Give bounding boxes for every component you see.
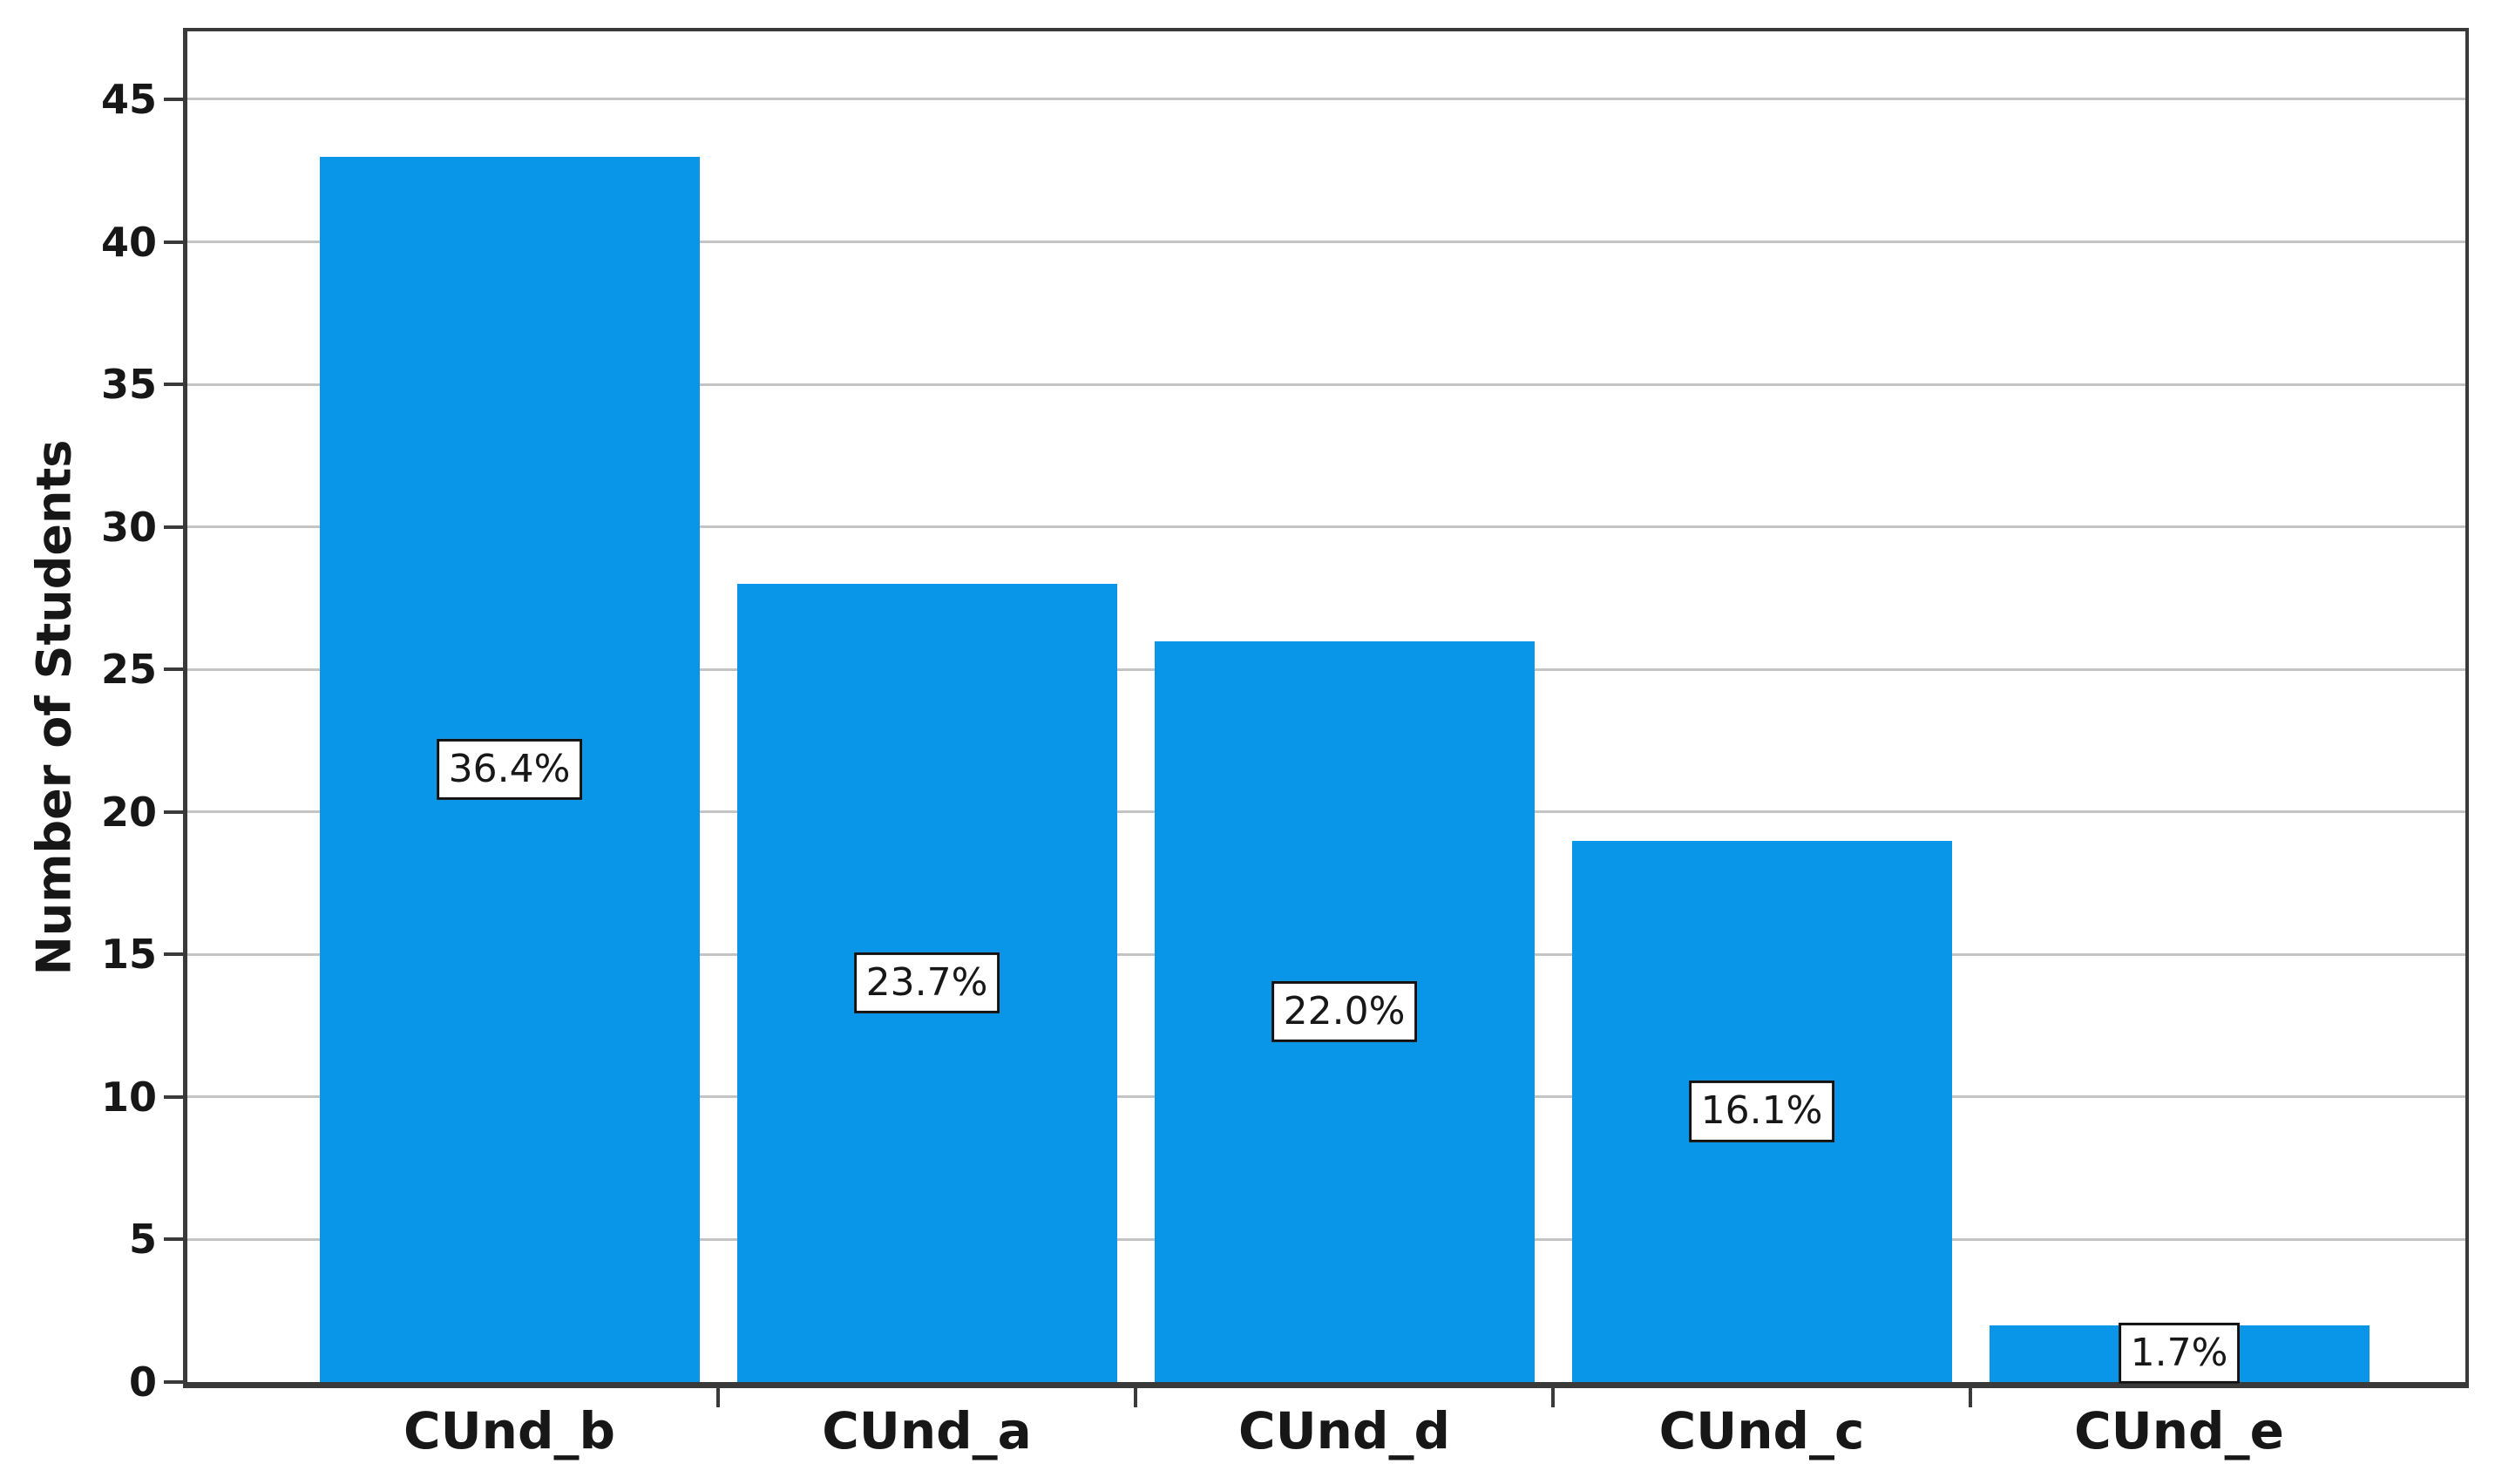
y-tick-mark <box>164 667 183 672</box>
y-tick-mark <box>164 810 183 814</box>
x-category-label: CUnd_a <box>822 1401 1032 1460</box>
y-tick-label: 40 <box>100 218 157 266</box>
y-tick-mark <box>164 1094 183 1099</box>
x-tick-mark <box>1551 1388 1555 1407</box>
x-category-label: CUnd_e <box>2074 1401 2284 1460</box>
y-tick-label: 25 <box>100 646 157 694</box>
bar-percent-label: 23.7% <box>853 952 1000 1014</box>
y-tick-mark <box>164 98 183 102</box>
bar-CUnd_d: 22.0% <box>1154 640 1535 1382</box>
x-category-label: CUnd_b <box>403 1401 615 1460</box>
gridline <box>187 240 2465 243</box>
bar-CUnd_a: 23.7% <box>736 584 1117 1382</box>
x-category-label: CUnd_c <box>1658 1401 1865 1460</box>
y-tick-label: 30 <box>100 503 157 551</box>
x-tick-mark <box>716 1388 720 1407</box>
bar-CUnd_b: 36.4% <box>319 156 700 1382</box>
bar-percent-label: 36.4% <box>436 738 583 801</box>
bar-percent-label: 1.7% <box>2118 1323 2241 1385</box>
plot-area: 36.4% 23.7% 22.0% 16.1% 1.7% <box>183 28 2469 1388</box>
y-tick-mark <box>164 1380 183 1384</box>
y-tick-label: 45 <box>100 76 157 124</box>
x-category-label: CUnd_d <box>1238 1401 1450 1460</box>
y-tick-label: 15 <box>100 931 157 979</box>
x-tick-mark <box>1969 1388 1972 1407</box>
y-tick-mark <box>164 383 183 387</box>
bar-percent-label: 16.1% <box>1688 1081 1835 1142</box>
gridline <box>187 525 2465 528</box>
y-tick-mark <box>164 240 183 244</box>
y-tick-mark <box>164 1237 183 1242</box>
bar-percent-label: 22.0% <box>1271 980 1418 1042</box>
y-tick-label: 0 <box>128 1359 157 1406</box>
y-tick-mark <box>164 952 183 957</box>
bar-CUnd_e: 1.7% <box>1989 1323 2370 1385</box>
x-tick-mark <box>1134 1388 1137 1407</box>
y-tick-label: 20 <box>100 788 157 836</box>
gridline <box>187 383 2465 386</box>
y-tick-label: 10 <box>100 1073 157 1121</box>
y-tick-label: 35 <box>100 361 157 409</box>
gridline <box>187 98 2465 101</box>
y-tick-mark <box>164 525 183 529</box>
bar-CUnd_c: 16.1% <box>1571 840 1952 1382</box>
y-tick-label: 5 <box>128 1216 157 1264</box>
